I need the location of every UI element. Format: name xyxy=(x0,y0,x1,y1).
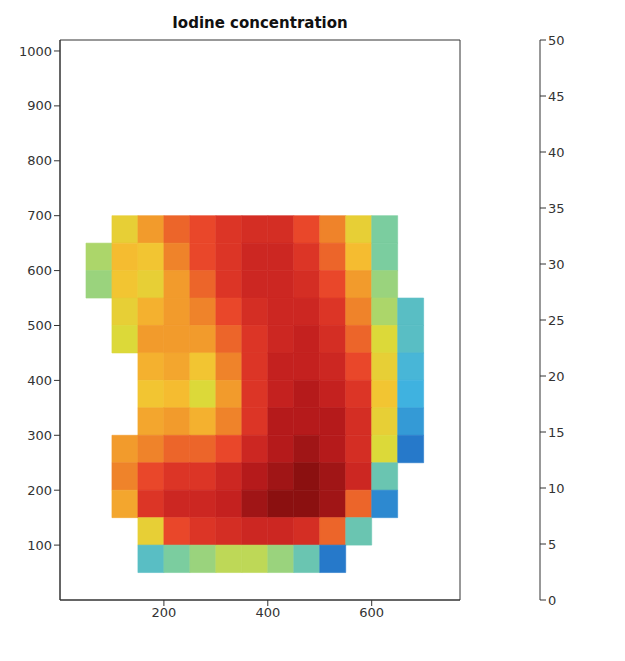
svg-text:40: 40 xyxy=(548,145,565,160)
svg-text:800: 800 xyxy=(27,153,52,168)
svg-text:10: 10 xyxy=(548,481,565,496)
svg-text:0: 0 xyxy=(548,593,556,608)
svg-text:100: 100 xyxy=(27,538,52,553)
svg-text:600: 600 xyxy=(27,263,52,278)
svg-text:50: 50 xyxy=(548,33,565,48)
svg-text:5: 5 xyxy=(548,537,556,552)
svg-text:35: 35 xyxy=(548,201,565,216)
svg-text:200: 200 xyxy=(27,483,52,498)
html-text:Iodine concentration: Iodine concentration xyxy=(172,14,348,32)
svg-text:45: 45 xyxy=(548,89,565,104)
svg-text:600: 600 xyxy=(359,605,384,620)
svg-text:500: 500 xyxy=(27,318,52,333)
svg-text:30: 30 xyxy=(548,257,565,272)
svg-text:900: 900 xyxy=(27,98,52,113)
svg-text:200: 200 xyxy=(151,605,176,620)
svg-text:400: 400 xyxy=(27,373,52,388)
svg-text:15: 15 xyxy=(548,425,565,440)
svg-text:400: 400 xyxy=(255,605,280,620)
svg-text:300: 300 xyxy=(27,428,52,443)
svg-text:700: 700 xyxy=(27,208,52,223)
svg-text:25: 25 xyxy=(548,313,565,328)
svg-text:20: 20 xyxy=(548,369,565,384)
svg-text:1000: 1000 xyxy=(19,44,52,59)
